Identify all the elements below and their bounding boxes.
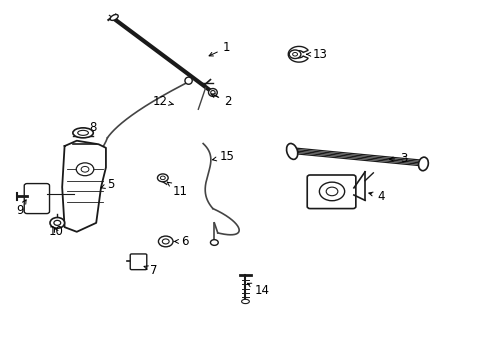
Text: 14: 14 [247, 283, 269, 297]
Text: 3: 3 [388, 152, 407, 165]
Text: 7: 7 [144, 264, 157, 276]
Ellipse shape [157, 174, 168, 182]
Circle shape [319, 182, 344, 201]
Ellipse shape [50, 217, 64, 228]
Circle shape [76, 163, 94, 176]
Ellipse shape [208, 89, 217, 96]
FancyBboxPatch shape [306, 175, 355, 208]
FancyBboxPatch shape [24, 184, 49, 213]
Ellipse shape [418, 157, 427, 171]
Ellipse shape [210, 240, 218, 246]
Circle shape [288, 50, 300, 59]
Text: 15: 15 [212, 150, 234, 163]
Text: 12: 12 [152, 95, 173, 108]
Text: 1: 1 [209, 41, 230, 56]
Text: 4: 4 [368, 190, 384, 203]
Text: 6: 6 [174, 235, 188, 248]
Ellipse shape [110, 14, 118, 21]
Text: 8: 8 [83, 121, 96, 134]
Text: 13: 13 [306, 48, 327, 61]
Text: 5: 5 [101, 178, 115, 191]
Ellipse shape [73, 128, 93, 138]
Ellipse shape [286, 144, 297, 159]
Ellipse shape [184, 77, 192, 84]
FancyBboxPatch shape [130, 254, 146, 270]
Ellipse shape [158, 236, 173, 247]
Text: 11: 11 [167, 182, 187, 198]
Text: 10: 10 [49, 225, 64, 238]
Ellipse shape [241, 299, 249, 303]
Text: 9: 9 [16, 200, 26, 217]
Text: 2: 2 [211, 94, 231, 108]
